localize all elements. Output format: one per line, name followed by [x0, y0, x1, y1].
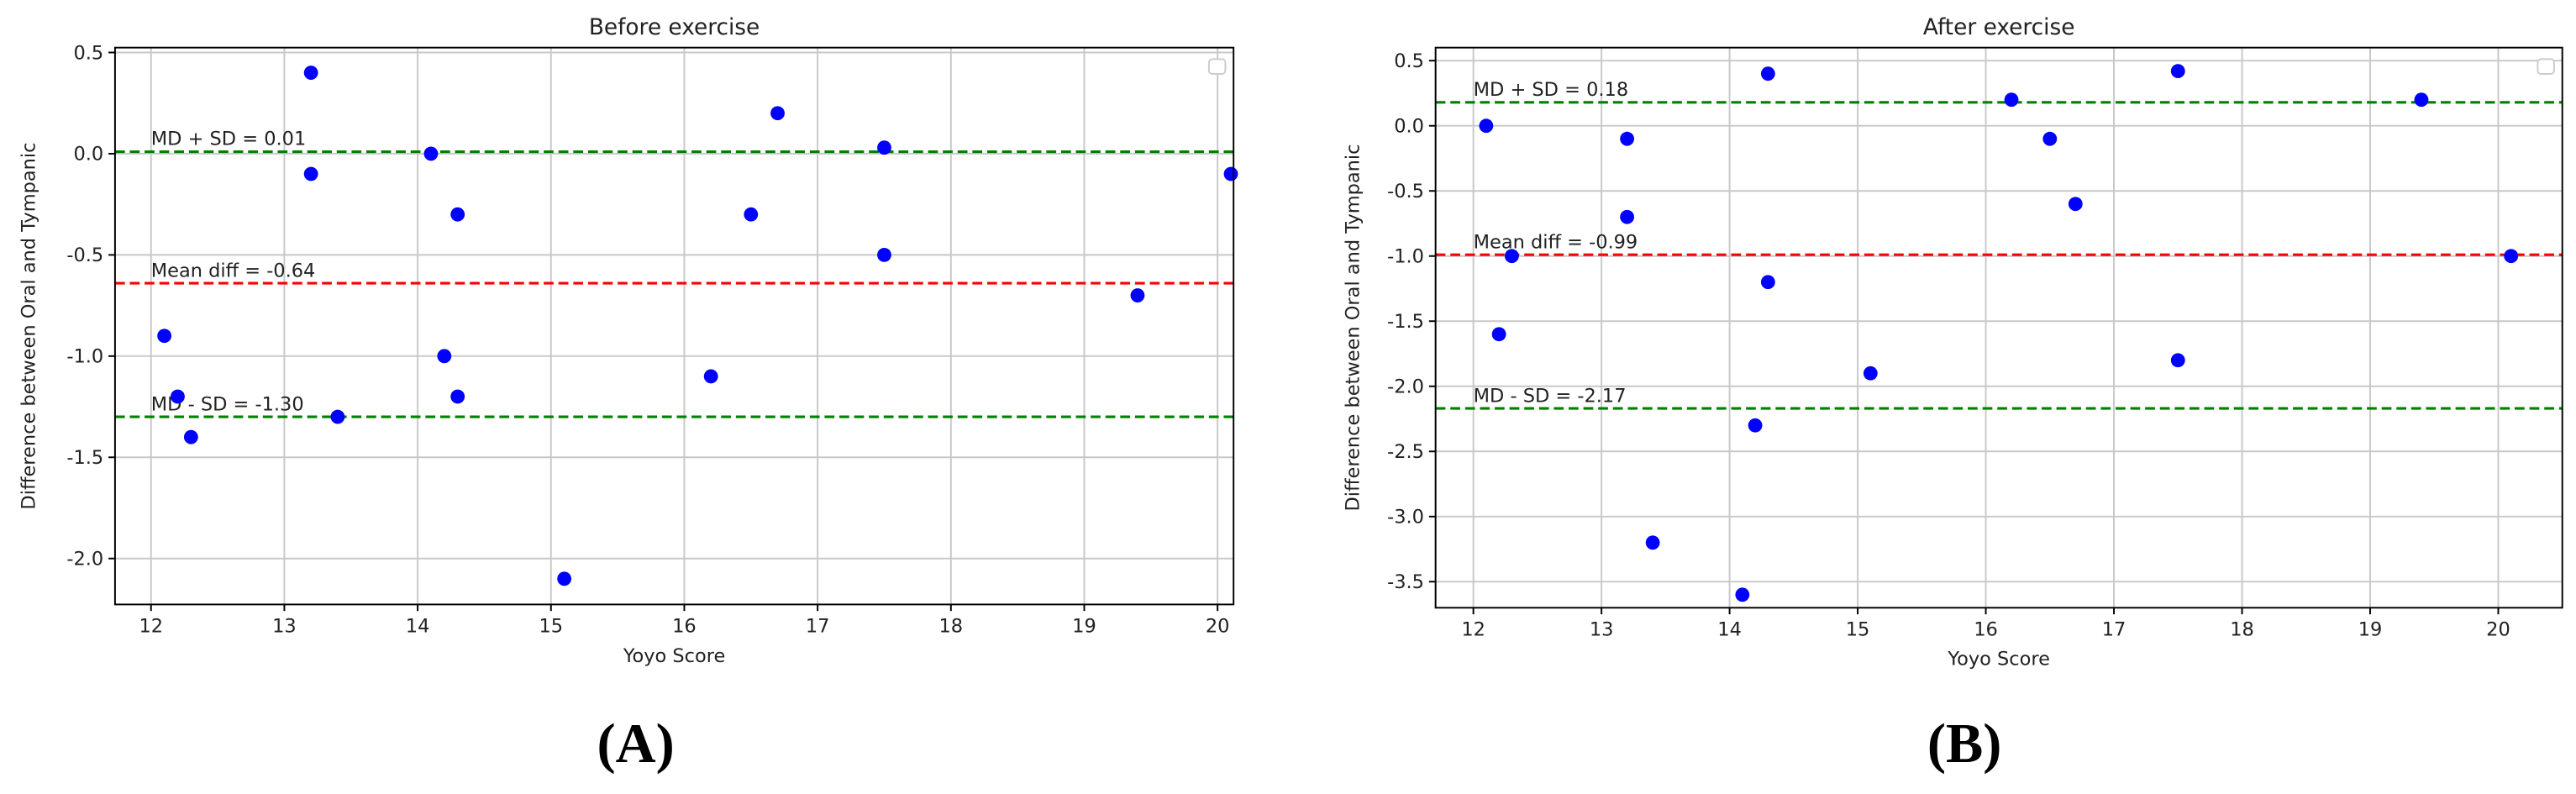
point — [1620, 131, 1635, 146]
y-tick-label: -1.5 — [1387, 311, 1424, 333]
point — [1504, 249, 1519, 264]
reference-label: Mean diff = -0.64 — [151, 260, 316, 281]
y-tick-label: -2.5 — [1387, 441, 1424, 463]
point — [1735, 587, 1750, 602]
x-tick-label: 12 — [139, 616, 163, 638]
point — [303, 66, 318, 80]
point — [450, 389, 465, 404]
reference-label: MD + SD = 0.18 — [1474, 79, 1629, 101]
point — [1645, 535, 1660, 550]
point — [2414, 92, 2429, 108]
y-tick-label: -1.0 — [66, 346, 103, 368]
point — [1223, 166, 1238, 181]
x-tick-label: 15 — [539, 616, 563, 638]
x-tick-label: 16 — [672, 616, 697, 638]
point — [2042, 131, 2058, 146]
point — [1760, 275, 1775, 290]
y-tick-label: -0.5 — [1387, 181, 1424, 202]
point — [171, 389, 185, 404]
point — [423, 146, 439, 161]
legend-box — [1207, 58, 1227, 75]
y-tick-label: -1.5 — [66, 447, 103, 469]
point — [2170, 353, 2185, 368]
y-axis-label: Difference between Oral and Tympanic — [18, 143, 40, 510]
x-tick-label: 19 — [2358, 619, 2383, 641]
point — [1863, 365, 1878, 381]
point — [157, 329, 172, 344]
x-tick-label: 12 — [1461, 619, 1485, 641]
x-tick-label: 15 — [1846, 619, 1870, 641]
y-tick-label: -3.5 — [1387, 571, 1424, 593]
point — [450, 207, 465, 222]
x-tick-label: 13 — [1590, 619, 1614, 641]
panel-label: (B) — [1927, 713, 2002, 775]
point — [1491, 327, 1506, 342]
point — [437, 349, 452, 364]
x-tick-label: 14 — [1717, 619, 1742, 641]
point — [877, 247, 891, 262]
point — [1620, 209, 1635, 224]
x-tick-label: 19 — [1072, 616, 1096, 638]
legend-box — [2537, 58, 2555, 75]
axes-frame — [113, 46, 1235, 606]
panel-label: (A) — [597, 713, 674, 775]
point — [303, 166, 318, 181]
x-tick-label: 18 — [2230, 619, 2254, 641]
y-tick-label: 0.0 — [73, 144, 103, 166]
x-tick-label: 14 — [406, 616, 430, 638]
point — [2170, 64, 2185, 79]
reference-label: Mean diff = -0.99 — [1474, 231, 1638, 253]
point — [770, 106, 785, 121]
reference-label: MD + SD = 0.01 — [151, 129, 307, 150]
axes-frame — [1434, 46, 2563, 609]
y-tick-label: -0.5 — [66, 245, 103, 266]
point — [1760, 66, 1775, 82]
x-axis-label: Yoyo Score — [623, 645, 726, 667]
point — [744, 207, 759, 222]
point — [2004, 92, 2019, 108]
point — [703, 369, 718, 384]
point — [1748, 418, 1763, 433]
reference-label: MD - SD = -2.17 — [1474, 385, 1627, 407]
point — [2504, 249, 2519, 264]
y-tick-label: 0.5 — [73, 42, 103, 64]
x-tick-label: 18 — [939, 616, 964, 638]
point — [183, 429, 198, 444]
point — [1130, 288, 1145, 302]
y-tick-label: -3.0 — [1387, 507, 1424, 528]
x-tick-label: 13 — [272, 616, 297, 638]
y-tick-label: -2.0 — [66, 549, 103, 571]
point — [330, 409, 345, 424]
x-tick-label: 20 — [1206, 616, 1230, 638]
point — [2068, 197, 2083, 212]
point — [877, 140, 891, 155]
x-tick-label: 17 — [2102, 619, 2127, 641]
point — [557, 571, 572, 586]
chart-title: Before exercise — [589, 15, 760, 40]
y-axis-label: Difference between Oral and Tympanic — [1342, 144, 1364, 511]
x-tick-label: 16 — [1974, 619, 1998, 641]
x-tick-label: 20 — [2486, 619, 2510, 641]
y-tick-label: -1.0 — [1387, 246, 1424, 268]
x-axis-label: Yoyo Score — [1947, 649, 2050, 670]
y-tick-label: 0.0 — [1394, 116, 1424, 138]
point — [1479, 118, 1494, 134]
chart-title: After exercise — [1923, 15, 2075, 40]
y-tick-label: -2.0 — [1387, 376, 1424, 398]
y-tick-label: 0.5 — [1394, 50, 1424, 72]
x-tick-label: 17 — [806, 616, 830, 638]
